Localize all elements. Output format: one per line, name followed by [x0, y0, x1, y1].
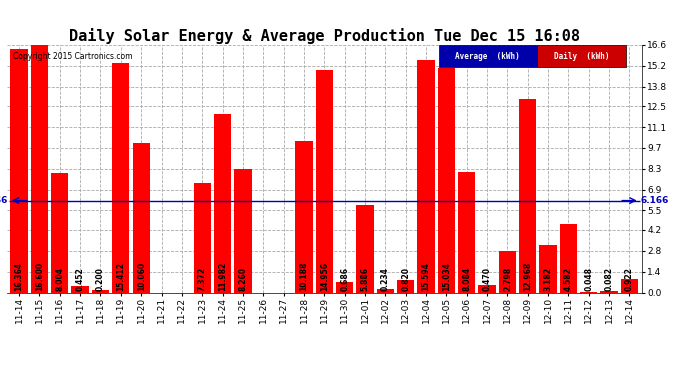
Bar: [235, 170, 252, 292]
Bar: [31, 45, 48, 292]
Text: 15.034: 15.034: [442, 262, 451, 291]
Bar: [397, 280, 414, 292]
Bar: [519, 99, 536, 292]
Text: 16.600: 16.600: [35, 262, 44, 291]
Text: 6.166: 6.166: [0, 196, 8, 205]
Text: 15.412: 15.412: [117, 262, 126, 291]
Bar: [194, 183, 211, 292]
Bar: [10, 48, 28, 292]
Text: 0.470: 0.470: [482, 267, 491, 291]
Bar: [72, 286, 89, 292]
Text: 0.452: 0.452: [76, 267, 85, 291]
Text: 0.200: 0.200: [96, 267, 105, 291]
Bar: [417, 60, 435, 292]
Text: 0.922: 0.922: [625, 267, 634, 291]
Text: Average  (kWh): Average (kWh): [455, 52, 520, 61]
Bar: [499, 251, 516, 292]
Bar: [377, 289, 394, 292]
Text: 4.582: 4.582: [564, 267, 573, 291]
Bar: [621, 279, 638, 292]
Text: 3.182: 3.182: [544, 267, 553, 291]
Text: 8.004: 8.004: [55, 267, 64, 291]
Text: 0.234: 0.234: [381, 267, 390, 291]
Text: 0.082: 0.082: [604, 267, 613, 291]
Bar: [51, 173, 68, 292]
Text: 16.364: 16.364: [14, 262, 23, 291]
Bar: [214, 114, 231, 292]
Bar: [478, 285, 495, 292]
Text: 2.798: 2.798: [503, 267, 512, 291]
FancyBboxPatch shape: [537, 45, 626, 67]
Text: 0.048: 0.048: [584, 267, 593, 291]
Text: 0.686: 0.686: [340, 267, 349, 291]
Text: 0.820: 0.820: [401, 267, 410, 291]
Bar: [92, 290, 109, 292]
Bar: [295, 141, 313, 292]
Bar: [112, 63, 130, 292]
Bar: [600, 291, 618, 292]
Text: 5.886: 5.886: [360, 267, 369, 291]
Bar: [540, 245, 557, 292]
Bar: [560, 224, 577, 292]
Text: 10.188: 10.188: [299, 262, 308, 291]
Title: Daily Solar Energy & Average Production Tue Dec 15 16:08: Daily Solar Energy & Average Production …: [69, 28, 580, 44]
Bar: [336, 282, 353, 292]
Text: 7.372: 7.372: [198, 267, 207, 291]
Text: 14.956: 14.956: [319, 262, 329, 291]
Bar: [458, 172, 475, 292]
Bar: [437, 68, 455, 292]
Bar: [356, 205, 374, 292]
FancyBboxPatch shape: [439, 45, 537, 67]
Text: 8.260: 8.260: [239, 267, 248, 291]
Text: 11.982: 11.982: [218, 262, 227, 291]
Bar: [132, 142, 150, 292]
Text: 10.060: 10.060: [137, 262, 146, 291]
Bar: [315, 69, 333, 292]
Text: 12.968: 12.968: [523, 262, 532, 291]
Text: Daily  (kWh): Daily (kWh): [553, 52, 609, 61]
Text: Copyright 2015 Cartronics.com: Copyright 2015 Cartronics.com: [13, 53, 132, 62]
Text: 6.166: 6.166: [641, 196, 669, 205]
Text: 15.594: 15.594: [422, 262, 431, 291]
Text: 8.084: 8.084: [462, 267, 471, 291]
